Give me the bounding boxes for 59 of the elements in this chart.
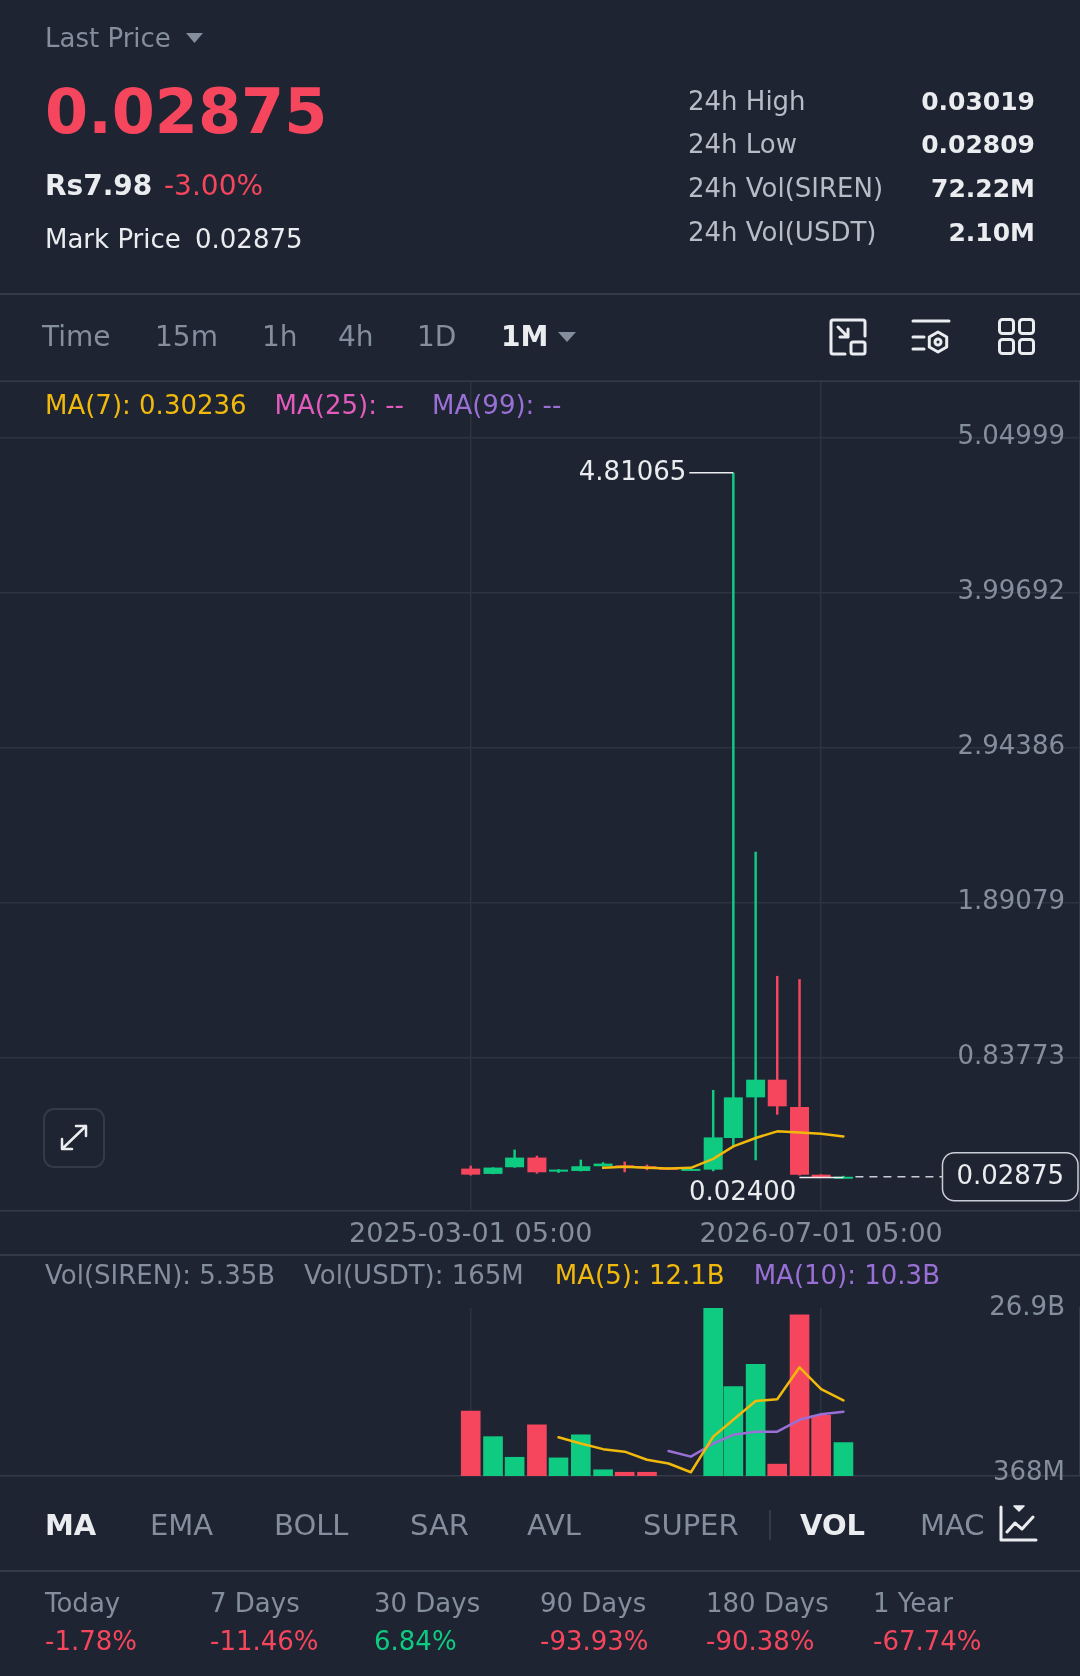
text: 1M: [501, 320, 549, 354]
annotation: 0.02400: [688, 1176, 797, 1207]
text: AVL: [527, 1507, 581, 1543]
text: MA: [45, 1507, 97, 1543]
text: 1D: [417, 320, 457, 354]
text: Rs7.98: [45, 169, 153, 203]
y-tick-label: 2.94386: [957, 730, 1065, 761]
y-tick-label: 0.83773: [957, 1040, 1065, 1071]
text: Vol(USDT): 165M: [304, 1260, 524, 1292]
text: 6.84%: [374, 1626, 457, 1658]
text: 0.03019: [921, 86, 1035, 117]
text: 1 Year: [873, 1588, 953, 1620]
text: 7 Days: [210, 1588, 300, 1620]
text: 0.02809: [921, 130, 1035, 161]
x-tick-label: 2025-03-01 05:00: [349, 1217, 593, 1249]
text: -3.00%: [164, 169, 264, 203]
y-tick-label: 5.04999: [957, 420, 1065, 451]
text: Vol(SIREN): 5.35B: [45, 1260, 276, 1292]
text: 72.22M: [931, 174, 1035, 205]
text: MA(10): 10.3B: [753, 1260, 940, 1292]
text: 4h: [338, 320, 374, 354]
text: -93.93%: [540, 1626, 649, 1658]
text: -90.38%: [706, 1626, 815, 1658]
text: 24h Low: [688, 129, 798, 161]
text: 90 Days: [540, 1588, 647, 1620]
ref-line-label: 0.02875: [956, 1160, 1065, 1191]
y-tick-label: 3.99692: [957, 575, 1065, 606]
text: VOL: [800, 1507, 866, 1543]
text: MA(5): 12.1B: [554, 1260, 725, 1292]
y-tick-label: 26.9B: [989, 1290, 1065, 1321]
text: BOLL: [274, 1507, 349, 1543]
text: -1.78%: [45, 1626, 137, 1658]
text: 1h: [262, 320, 298, 354]
text: 0.02875: [45, 74, 328, 150]
text: MA(7): 0.30236: [45, 390, 247, 422]
text: Mark Price: [45, 223, 181, 256]
legend-label: MA(99): --: [431, 390, 562, 422]
text: SAR: [410, 1507, 469, 1543]
text: 15m: [155, 320, 218, 354]
text: MAC: [920, 1507, 985, 1543]
text: 30 Days: [374, 1588, 481, 1620]
text: Today: [45, 1588, 121, 1620]
text: SUPER: [643, 1507, 739, 1543]
text: EMA: [150, 1507, 214, 1543]
text: -11.46%: [210, 1626, 319, 1658]
text: 180 Days: [706, 1588, 829, 1620]
text: Last Price: [45, 22, 171, 55]
x-tick-label: 2026-07-01 05:00: [699, 1217, 943, 1249]
y-tick-label: 1.89079: [957, 885, 1065, 916]
text: 0.02875: [195, 223, 303, 256]
text: -67.74%: [873, 1626, 982, 1658]
legend-label: MA(25): --: [274, 390, 404, 422]
text: 24h Vol(USDT): [688, 217, 877, 249]
text: 24h Vol(SIREN): [688, 173, 884, 205]
text: 2.10M: [948, 218, 1035, 249]
text: 24h High: [688, 86, 806, 118]
y-tick-label: 368M: [992, 1456, 1065, 1487]
text: Time: [42, 320, 111, 354]
annotation: 4.81065: [578, 455, 687, 486]
